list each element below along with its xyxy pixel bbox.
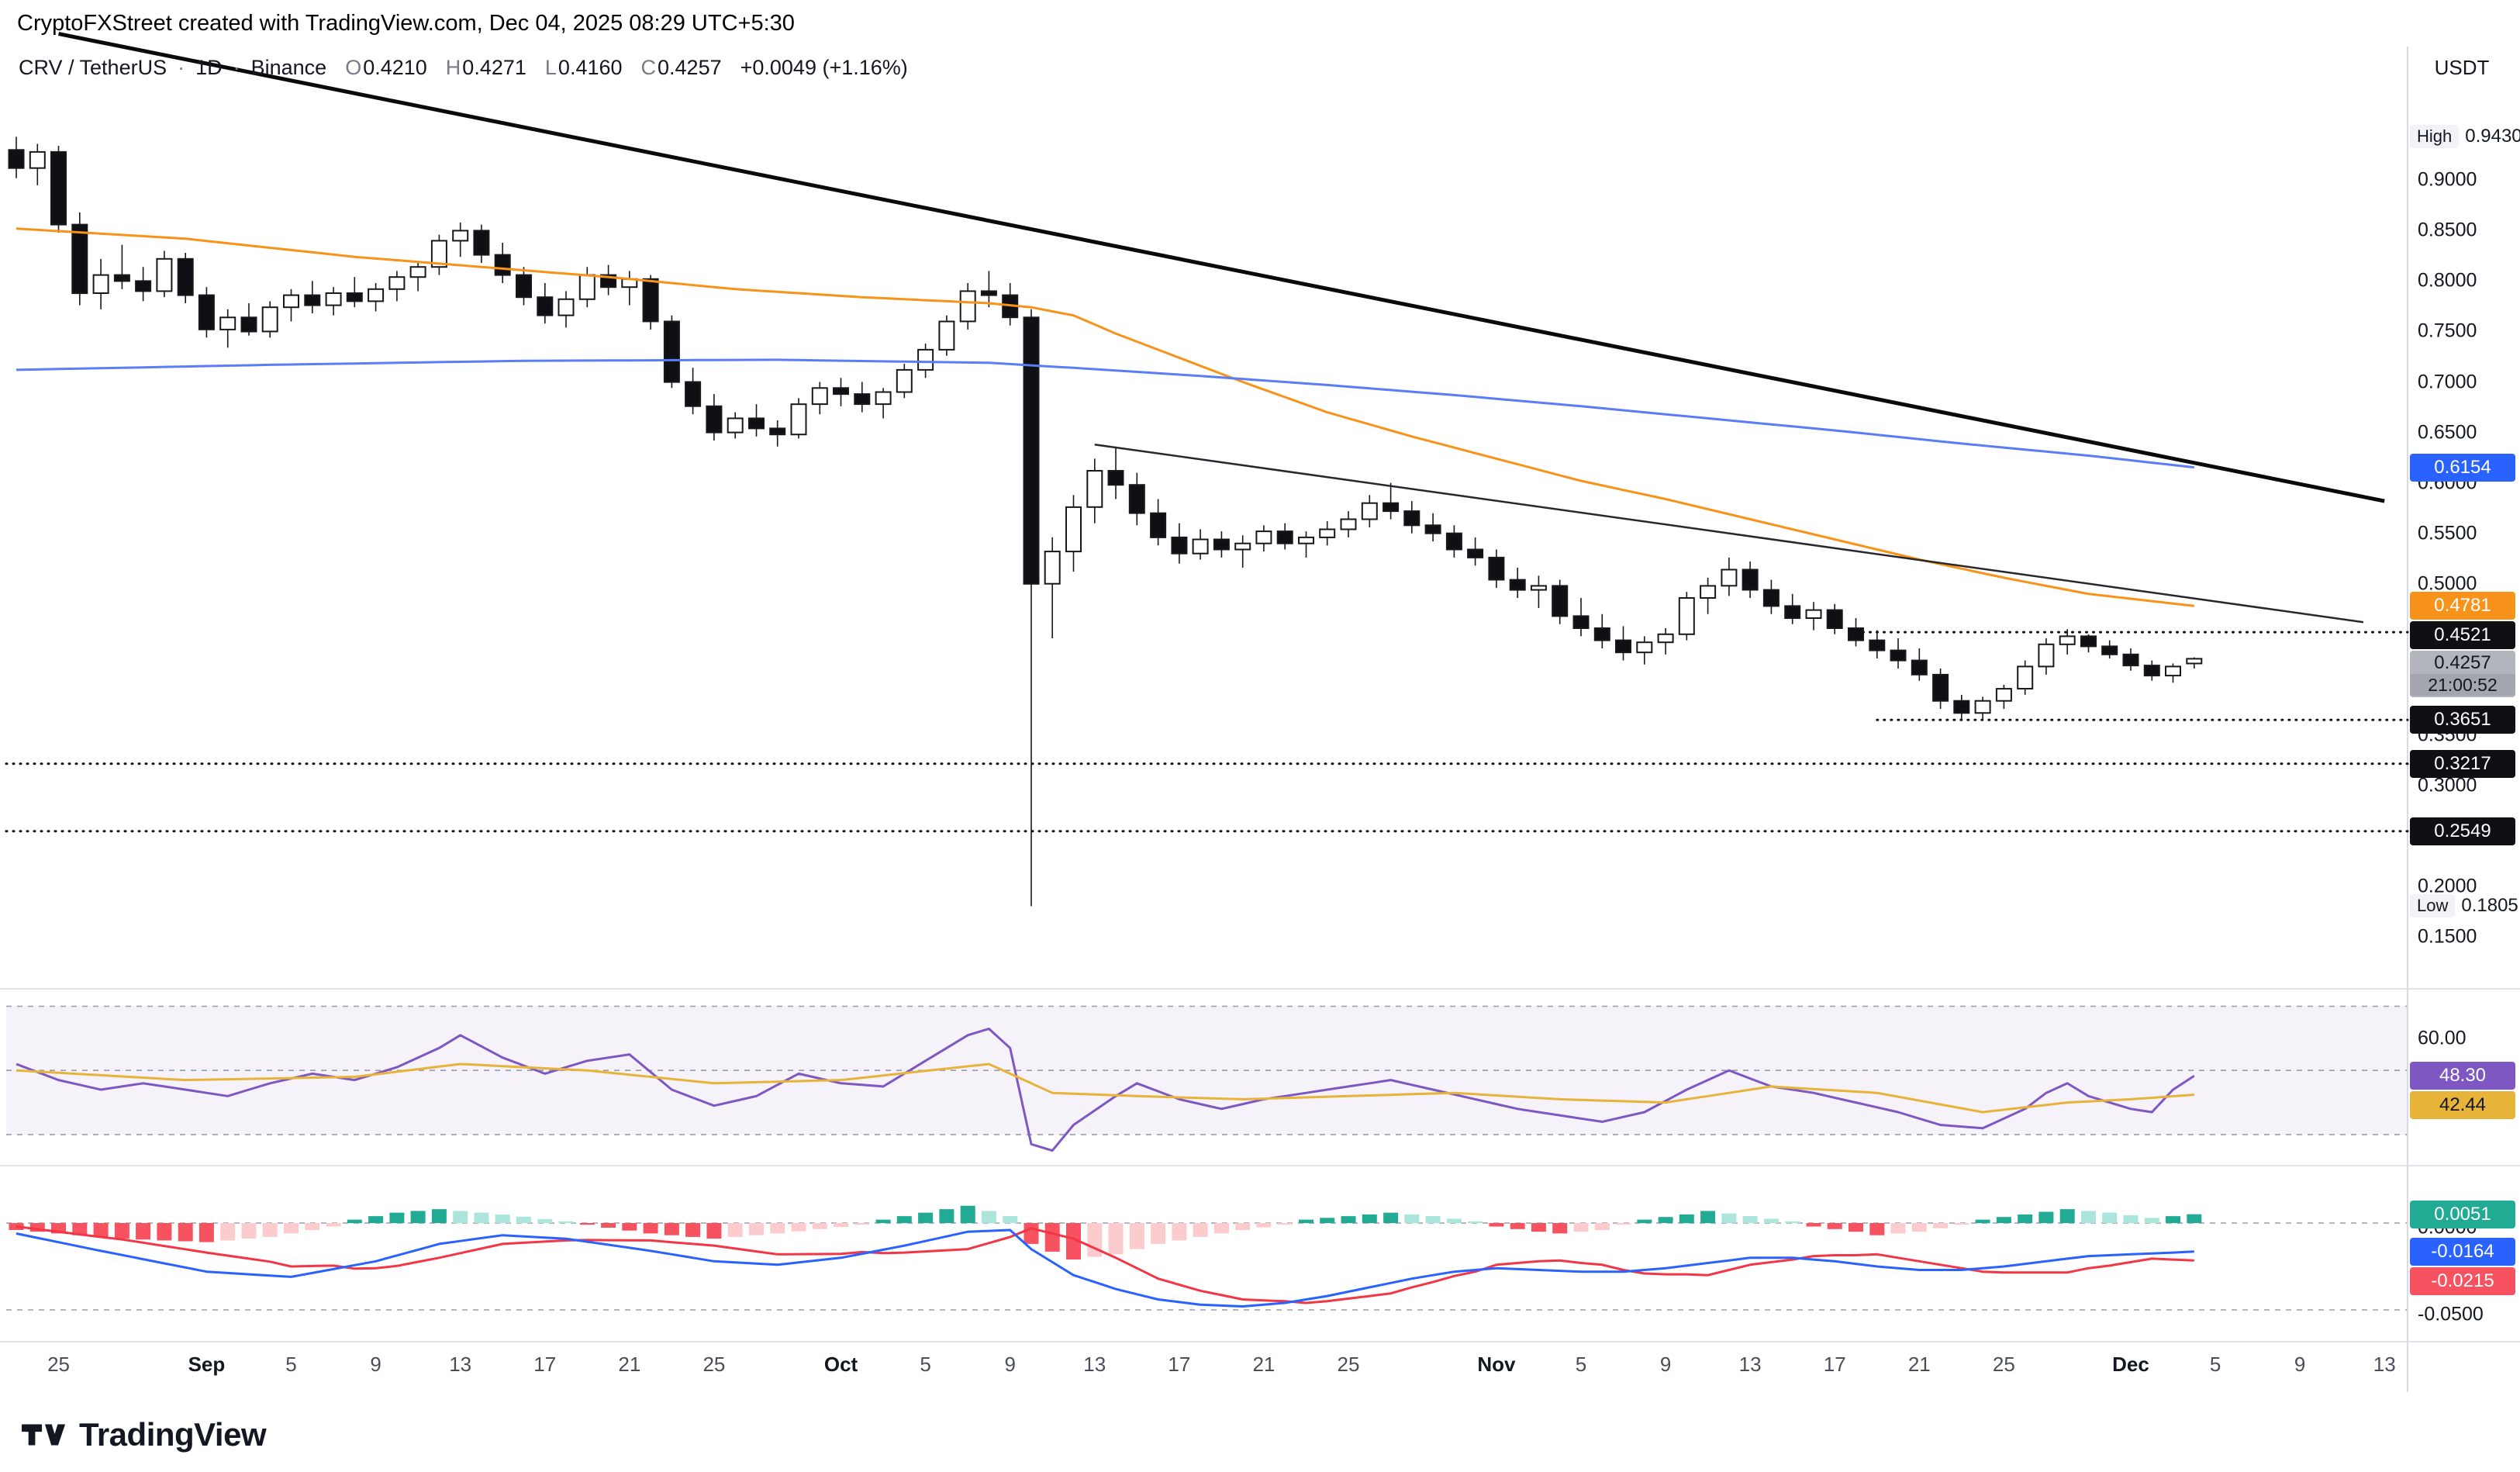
ohlc-high: H0.4271 [445,56,526,79]
symbol-header: CRV / TetherUS · 1D · Binance O0.4210 H0… [19,56,908,80]
ohlc-close: C0.4257 [640,56,722,79]
time-axis[interactable] [0,1342,2408,1392]
interval-label[interactable]: 1D [195,56,223,79]
attribution-text: CryptoFXStreet created with TradingView.… [17,11,795,36]
exchange-label[interactable]: Binance [250,56,327,79]
separator-dot: · [233,56,240,79]
symbol-name[interactable]: CRV / TetherUS [19,56,167,79]
price-scale[interactable] [2408,47,2520,1392]
separator-dot: · [178,56,185,79]
change-value: +0.0049 (+1.16%) [740,56,908,79]
tradingview-logo-icon[interactable] [22,1418,67,1452]
footer: TradingView [22,1412,267,1458]
ohlc-low: L0.4160 [544,56,623,79]
ohlc-open: O0.4210 [345,56,427,79]
quote-currency-label[interactable]: USDT [2434,56,2490,79]
brand-name[interactable]: TradingView [79,1416,267,1453]
